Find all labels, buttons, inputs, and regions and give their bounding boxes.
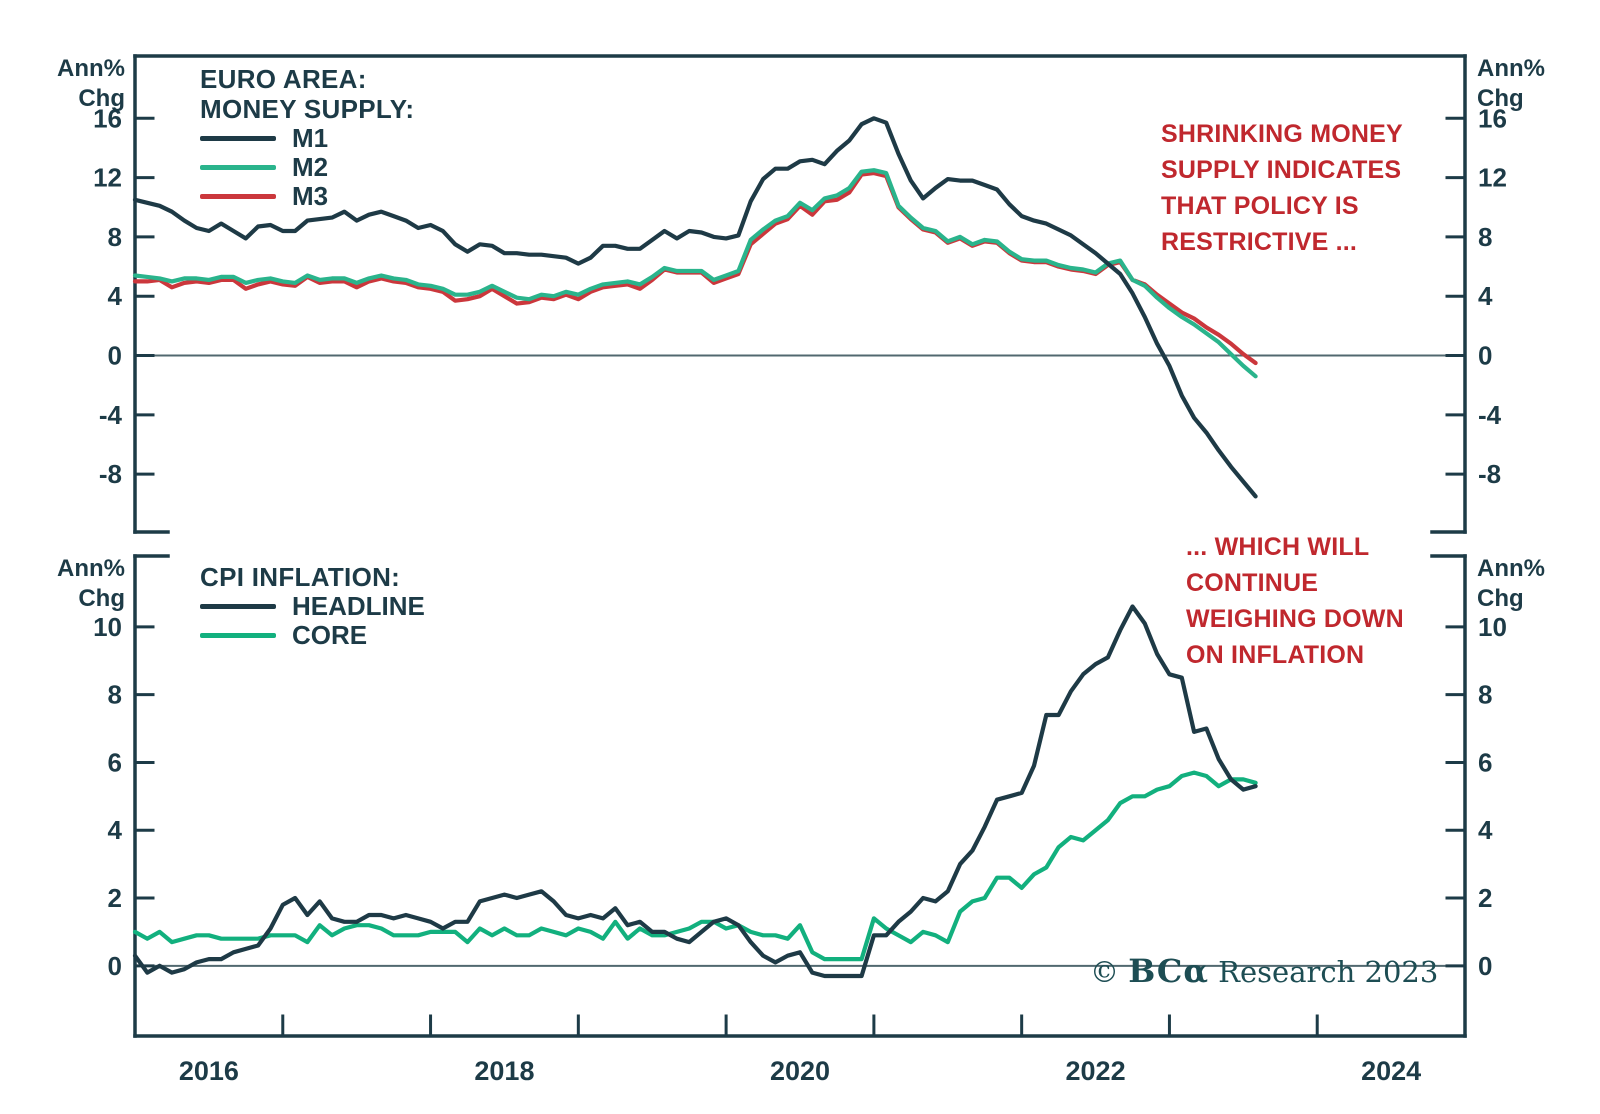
headline-line-swatch xyxy=(200,604,276,609)
legend-label-headline: HEADLINE xyxy=(292,591,425,621)
m3-line-swatch xyxy=(200,194,276,199)
annotation-line: WEIGHING DOWN xyxy=(1186,605,1404,633)
y-tick-label-right: 4 xyxy=(1478,815,1493,845)
legend-title-line: EURO AREA: xyxy=(200,64,367,94)
axis-unit-label-right: Ann% xyxy=(1477,555,1545,582)
series-line-core xyxy=(132,770,1258,962)
axis-unit-label-right: Ann% xyxy=(1477,55,1545,82)
y-tick-label-right: 10 xyxy=(1478,612,1507,642)
legend-label-m2: M2 xyxy=(292,152,329,182)
y-tick-label-right: 2 xyxy=(1478,883,1492,913)
annotation-shrinking-money-supply: SHRINKING MONEY SUPPLY INDICATES THAT PO… xyxy=(1161,116,1403,260)
axis-unit-label-right: Chg xyxy=(1477,85,1524,112)
y-tick-label-right: -8 xyxy=(1478,459,1501,489)
y-tick-label-left: 12 xyxy=(93,163,122,193)
legend-label-m3: M3 xyxy=(292,181,329,211)
bca-logo-text: BCα xyxy=(1128,952,1209,990)
y-tick-label-right: -4 xyxy=(1478,400,1502,430)
legend-item-headline: HEADLINE xyxy=(200,591,425,621)
y-tick-label-left: 8 xyxy=(108,222,122,252)
annotation-line: SHRINKING MONEY xyxy=(1161,120,1403,148)
axis-unit-label-left: Ann% xyxy=(57,55,125,82)
y-tick-label-left: -4 xyxy=(99,400,123,430)
annotation-line: ON INFLATION xyxy=(1186,641,1365,669)
y-tick-label-left: 16 xyxy=(93,103,122,133)
y-tick-label-left: -8 xyxy=(99,459,122,489)
legend-item-core: CORE xyxy=(200,620,425,650)
annotation-line: THAT POLICY IS xyxy=(1161,192,1359,220)
x-year-label: 2020 xyxy=(770,1056,830,1086)
x-year-label: 2016 xyxy=(179,1056,239,1086)
series-line-m2 xyxy=(132,168,1258,379)
core-line-swatch xyxy=(200,633,276,638)
axis-unit-label-left: Chg xyxy=(78,585,125,612)
legend-money-supply: EURO AREA: MONEY SUPPLY: M1 M2 M3 xyxy=(200,64,414,211)
y-tick-label-left: 2 xyxy=(108,883,122,913)
axis-unit-label-right: Chg xyxy=(1477,585,1524,612)
copyright: © BCα Research 2023 xyxy=(1090,952,1438,990)
legend-item-m3: M3 xyxy=(200,181,414,211)
y-tick-label-left: 10 xyxy=(93,612,122,642)
x-year-label: 2018 xyxy=(474,1056,534,1086)
copyright-rest: Research 2023 xyxy=(1208,955,1439,989)
annotation-line: CONTINUE xyxy=(1186,569,1319,597)
y-tick-label-right: 8 xyxy=(1478,680,1492,710)
y-tick-label-left: 4 xyxy=(108,281,123,311)
y-tick-label-right: 12 xyxy=(1478,163,1507,193)
y-tick-label-right: 0 xyxy=(1478,341,1492,371)
y-tick-label-right: 0 xyxy=(1478,951,1492,981)
y-tick-label-right: 6 xyxy=(1478,747,1492,777)
annotation-line: RESTRICTIVE ... xyxy=(1161,228,1358,256)
copyright-symbol: © xyxy=(1090,955,1129,989)
axis-unit-label-left: Ann% xyxy=(57,555,125,582)
series-line-m1 xyxy=(132,116,1258,499)
y-tick-label-right: 8 xyxy=(1478,222,1492,252)
y-tick-label-right: 16 xyxy=(1478,103,1507,133)
legend-cpi-inflation: CPI INFLATION: HEADLINE CORE xyxy=(200,562,425,650)
annotation-line: ... WHICH WILL xyxy=(1186,533,1370,561)
x-year-label: 2022 xyxy=(1066,1056,1126,1086)
series-line-headline xyxy=(132,604,1258,979)
annotation-weighing-on-inflation: ... WHICH WILL CONTINUE WEIGHING DOWN ON… xyxy=(1186,529,1404,673)
m2-line-swatch xyxy=(200,165,276,170)
m1-line-swatch xyxy=(200,136,276,141)
annotation-line: SUPPLY INDICATES xyxy=(1161,156,1402,184)
y-tick-label-left: 0 xyxy=(108,951,122,981)
y-tick-label-left: 0 xyxy=(108,341,122,371)
legend-item-m1: M1 xyxy=(200,123,414,153)
legend-item-m2: M2 xyxy=(200,152,414,182)
legend-title-line: CPI INFLATION: xyxy=(200,562,401,592)
x-year-label: 2024 xyxy=(1361,1056,1421,1086)
axis-unit-label-left: Chg xyxy=(78,85,125,112)
legend-label-m1: M1 xyxy=(292,123,329,153)
legend-title-line: MONEY SUPPLY: xyxy=(200,94,415,124)
y-tick-label-right: 4 xyxy=(1478,281,1493,311)
y-tick-label-left: 6 xyxy=(108,747,122,777)
y-tick-label-left: 4 xyxy=(108,815,123,845)
legend-label-core: CORE xyxy=(292,620,368,650)
y-tick-label-left: 8 xyxy=(108,680,122,710)
